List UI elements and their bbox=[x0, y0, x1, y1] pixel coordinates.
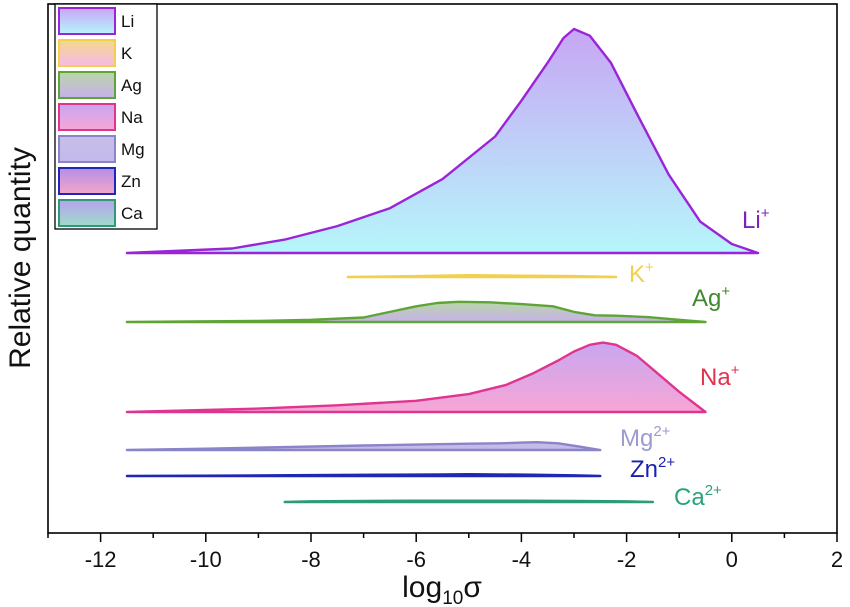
ion-label-symbol: Mg bbox=[620, 425, 653, 452]
series-line-mg bbox=[125, 441, 602, 452]
series-line-zn bbox=[125, 473, 602, 478]
x-axis-title-symbol: σ bbox=[463, 571, 482, 604]
legend-label-zn: Zn bbox=[121, 172, 141, 191]
x-axis-title-sub: 10 bbox=[442, 588, 463, 607]
y-axis-title: Relative quantity bbox=[4, 147, 37, 369]
series-line-ca bbox=[283, 499, 655, 504]
x-tick-label: -2 bbox=[617, 547, 637, 572]
x-axis: -12 -10 -8 -6 -4 -2 0 2 bbox=[47, 533, 843, 572]
series-line-li bbox=[125, 27, 760, 255]
x-tick-label: 0 bbox=[726, 547, 738, 572]
ion-label-symbol: Zn bbox=[630, 456, 658, 483]
legend-swatch-na bbox=[58, 103, 116, 131]
legend-label-li: Li bbox=[121, 12, 134, 31]
ion-label-symbol: Na bbox=[700, 364, 731, 391]
ion-label-charge: 2+ bbox=[653, 423, 670, 440]
series-line-ag bbox=[125, 300, 707, 324]
ion-label-mg: Mg2+ bbox=[620, 423, 671, 452]
ion-label-symbol: Ag bbox=[692, 285, 721, 312]
legend-label-mg: Mg bbox=[121, 140, 145, 159]
legend-label-k: K bbox=[121, 44, 133, 63]
legend-label-na: Na bbox=[121, 108, 143, 127]
legend-swatch-zn bbox=[58, 167, 116, 195]
ion-label-zn: Zn2+ bbox=[630, 454, 675, 483]
x-tick-label: -4 bbox=[512, 547, 532, 572]
ion-label-li: Li+ bbox=[742, 205, 770, 234]
ion-label-symbol: Ca bbox=[674, 484, 705, 511]
series-line-k bbox=[346, 274, 618, 279]
ion-label-k: K+ bbox=[629, 259, 654, 288]
series-area-ag bbox=[126, 301, 706, 322]
x-tick-label: 2 bbox=[831, 547, 843, 572]
series-area-li bbox=[126, 29, 759, 253]
x-axis-title: log10σ bbox=[402, 571, 482, 607]
legend-swatch-k bbox=[58, 39, 116, 67]
plot-frame bbox=[47, 3, 838, 534]
legend-label-ag: Ag bbox=[121, 76, 142, 95]
x-tick-label: -12 bbox=[85, 547, 117, 572]
ion-label-symbol: K bbox=[629, 261, 645, 288]
x-tick-label: -10 bbox=[190, 547, 222, 572]
ion-label-symbol: Li bbox=[742, 207, 761, 234]
series-line-na bbox=[125, 341, 707, 414]
legend-swatch-ca bbox=[58, 199, 116, 227]
legend-label-ca: Ca bbox=[121, 204, 143, 223]
ion-label-charge: + bbox=[761, 205, 770, 222]
ion-label-ca: Ca2+ bbox=[674, 482, 722, 511]
curves-layer bbox=[125, 27, 760, 504]
legend-swatch-li bbox=[58, 7, 116, 35]
ion-label-charge: 2+ bbox=[705, 482, 722, 499]
ion-labels-layer: Li+K+Ag+Na+Mg2+Zn2+Ca2+ bbox=[620, 205, 770, 511]
legend-swatch-ag bbox=[58, 71, 116, 99]
ion-label-charge: + bbox=[645, 259, 654, 276]
x-tick-label: -8 bbox=[301, 547, 321, 572]
legend-swatch-mg bbox=[58, 135, 116, 163]
ion-label-charge: + bbox=[721, 283, 730, 300]
x-tick-label: -6 bbox=[406, 547, 426, 572]
x-axis-title-base: log bbox=[402, 571, 442, 604]
ion-label-ag: Ag+ bbox=[692, 283, 730, 312]
ion-label-na: Na+ bbox=[700, 362, 740, 391]
ion-label-charge: 2+ bbox=[658, 454, 675, 471]
ion-label-charge: + bbox=[731, 362, 740, 379]
legend: Li K Ag Na Mg Zn Ca bbox=[54, 3, 158, 230]
